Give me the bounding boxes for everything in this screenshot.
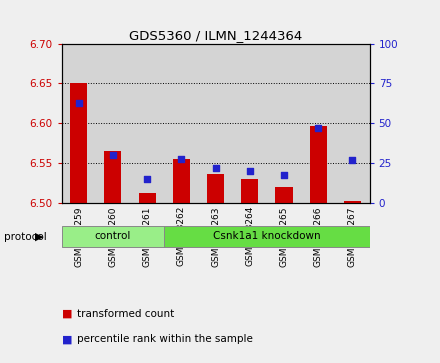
Bar [310,126,327,203]
Point [349,157,356,163]
Point [315,125,322,131]
Bar [275,187,293,203]
Bar [130,44,164,203]
Bar [70,83,87,203]
Point [246,168,253,174]
Point [75,100,82,106]
Bar [344,201,361,203]
Text: percentile rank within the sample: percentile rank within the sample [77,334,253,344]
Bar [62,44,96,203]
Text: control: control [95,231,131,241]
Bar [139,193,156,203]
Bar [241,179,258,203]
Text: protocol: protocol [4,232,47,242]
Bar [164,44,198,203]
Bar [96,44,130,203]
Point [143,176,150,182]
Point [281,172,288,178]
Point [212,165,219,171]
Bar [335,44,370,203]
Point [110,152,117,158]
Text: ■: ■ [62,334,72,344]
Bar [301,44,335,203]
Bar [104,151,121,203]
Text: transformed count: transformed count [77,309,174,319]
Text: ■: ■ [62,309,72,319]
Bar [198,44,233,203]
Bar [164,226,370,248]
Bar [173,159,190,203]
Bar [267,44,301,203]
Point [178,156,185,162]
Bar [207,174,224,203]
Text: ▶: ▶ [35,232,44,242]
Bar [233,44,267,203]
Text: Csnk1a1 knockdown: Csnk1a1 knockdown [213,231,321,241]
Bar [62,226,164,248]
Title: GDS5360 / ILMN_1244364: GDS5360 / ILMN_1244364 [129,29,302,42]
